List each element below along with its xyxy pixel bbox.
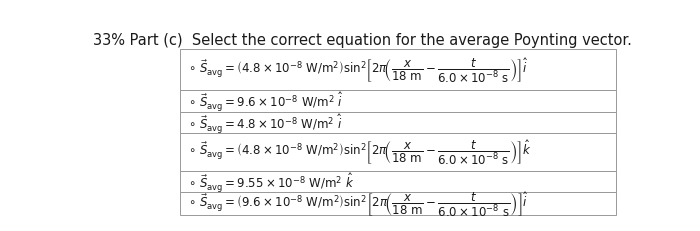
Text: $\circ\ \vec{S}_{\rm avg} = \left(4.8 \times 10^{-8}\ {\rm W/m}^2\right)\sin^2\!: $\circ\ \vec{S}_{\rm avg} = \left(4.8 \t…: [188, 138, 531, 166]
FancyBboxPatch shape: [180, 91, 617, 112]
FancyBboxPatch shape: [180, 112, 617, 134]
FancyBboxPatch shape: [180, 50, 617, 91]
Text: $\circ\ \vec{S}_{\rm avg} = \left(9.6 \times 10^{-8}\ {\rm W/m}^2\right)\sin^2\!: $\circ\ \vec{S}_{\rm avg} = \left(9.6 \t…: [188, 190, 528, 218]
FancyBboxPatch shape: [180, 192, 617, 215]
Text: $\circ\ \vec{S}_{\rm avg} = 4.8 \times 10^{-8}\ {\rm W/m}^2\ \hat{i}$: $\circ\ \vec{S}_{\rm avg} = 4.8 \times 1…: [188, 111, 342, 134]
Text: $\circ\ \vec{S}_{\rm avg} = \left(4.8 \times 10^{-8}\ {\rm W/m}^2\right)\sin^2\!: $\circ\ \vec{S}_{\rm avg} = \left(4.8 \t…: [188, 56, 528, 85]
FancyBboxPatch shape: [180, 171, 617, 192]
Text: $\circ\ \vec{S}_{\rm avg} = 9.55 \times 10^{-8}\ {\rm W/m}^2\ \hat{k}$: $\circ\ \vec{S}_{\rm avg} = 9.55 \times …: [188, 170, 354, 193]
Text: $\circ\ \vec{S}_{\rm avg} = 9.6 \times 10^{-8}\ {\rm W/m}^2\ \hat{i}$: $\circ\ \vec{S}_{\rm avg} = 9.6 \times 1…: [188, 90, 343, 113]
Text: 33% Part (c)  Select the correct equation for the average Poynting vector.: 33% Part (c) Select the correct equation…: [93, 33, 632, 48]
FancyBboxPatch shape: [180, 134, 617, 171]
